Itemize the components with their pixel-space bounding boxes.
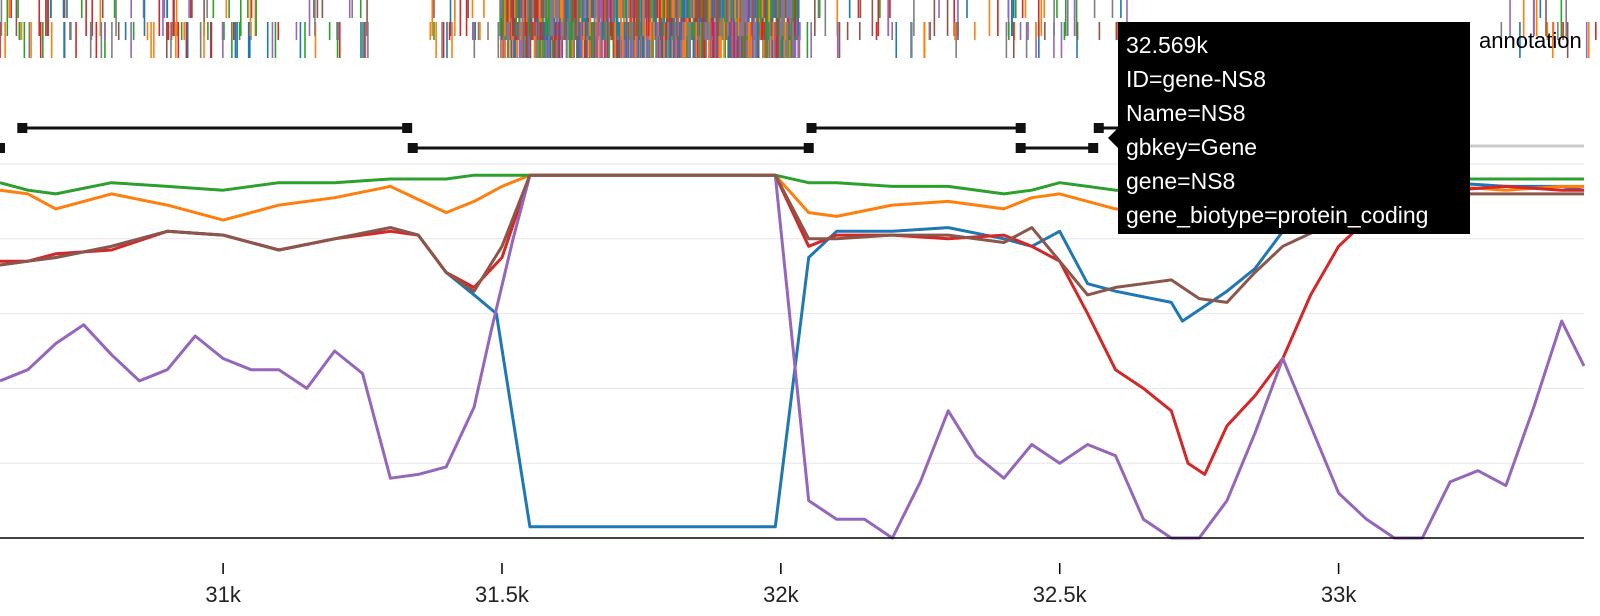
series-line-brown: [0, 173, 1584, 304]
tooltip-position: 32.569k: [1126, 32, 1208, 58]
gene-feature-start: [806, 123, 817, 133]
gene-feature-end: [803, 143, 814, 153]
gene-feature-start: [17, 123, 28, 133]
tooltip-name: Name=NS8: [1126, 100, 1246, 126]
x-tick-label: 31.5k: [475, 582, 530, 607]
gene-feature-start: [1015, 143, 1026, 153]
gene-feature-end: [402, 123, 413, 133]
x-axis: 31k 31.5k 32k 32.5k 33k: [0, 537, 1584, 607]
gene-feature-start: [1093, 123, 1104, 133]
x-tick-label: 33k: [1321, 582, 1357, 607]
feature-tooltip: 32.569k ID=gene-NS8 Name=NS8 gbkey=Gene …: [1108, 22, 1470, 234]
annotation-track-label: annotation: [1479, 28, 1582, 53]
gene-feature-start: [407, 143, 418, 153]
gene-feature-end: [0, 143, 5, 153]
series-line-blue: [0, 181, 1585, 529]
x-tick-label: 32k: [763, 582, 799, 607]
x-tick-label: 31k: [205, 582, 241, 607]
gene-feature-end: [1015, 123, 1026, 133]
tooltip-arrow: [1108, 128, 1118, 148]
tooltip-gene: gene=NS8: [1126, 168, 1236, 194]
tooltip-id: ID=gene-NS8: [1126, 66, 1266, 92]
variant-track: [0, 0, 1597, 58]
tooltip-biotype: gene_biotype=protein_coding: [1126, 202, 1429, 228]
gene-feature-end: [1088, 143, 1099, 153]
tooltip-gbkey: gbkey=Gene: [1126, 134, 1258, 160]
x-tick-label: 32.5k: [1033, 582, 1088, 607]
